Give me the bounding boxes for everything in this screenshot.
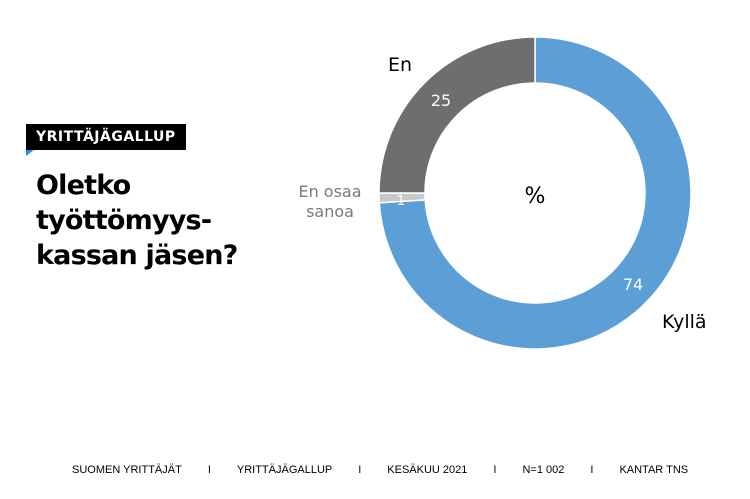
- slice-value-label: 74: [623, 275, 643, 294]
- yrittajagallup-badge: YRITTÄJÄGALLUP: [26, 124, 186, 150]
- chart-title: Oletko työttömyys- kassan jäsen?: [36, 168, 238, 273]
- slice-category-label: Kyllä: [662, 311, 707, 333]
- title-line-2: työttömyys-: [36, 205, 212, 236]
- footer-survey: YRITTÄJÄGALLUP: [236, 464, 333, 476]
- slice-category-label: En: [388, 54, 412, 76]
- footer-separator: I: [358, 464, 362, 476]
- slice-value-label: 25: [431, 91, 451, 110]
- donut-slice: [378, 36, 536, 194]
- footer-separator: I: [493, 464, 497, 476]
- footer-date: KESÄKUU 2021: [387, 464, 468, 476]
- footer: SUOMEN YRITTÄJÄT I YRITTÄJÄGALLUP I KESÄ…: [72, 464, 692, 476]
- footer-source: SUOMEN YRITTÄJÄT: [72, 464, 182, 476]
- title-line-3: kassan jäsen?: [36, 240, 238, 271]
- title-line-1: Oletko: [36, 170, 131, 201]
- slice-category-label: En osaa sanoa: [298, 182, 361, 221]
- slice-value-label: 1: [397, 194, 405, 209]
- center-percent-label: %: [525, 184, 546, 209]
- footer-separator: I: [590, 464, 594, 476]
- donut-slice: [378, 36, 692, 350]
- footer-sample: N=1 002: [522, 464, 565, 476]
- footer-pollster: KANTAR TNS: [619, 464, 689, 476]
- footer-separator: I: [207, 464, 211, 476]
- badge-accent: [26, 150, 34, 156]
